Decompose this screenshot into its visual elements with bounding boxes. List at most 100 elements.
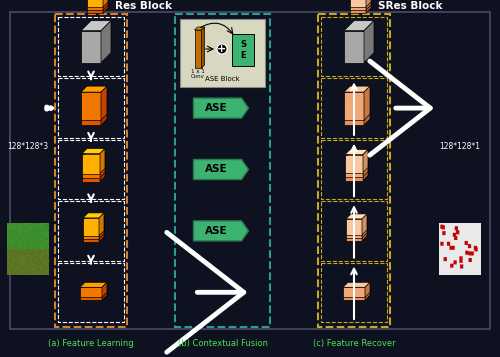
- Polygon shape: [99, 219, 104, 242]
- Polygon shape: [82, 154, 100, 174]
- Text: 1 x 1
Conv: 1 x 1 Conv: [191, 69, 205, 79]
- FancyBboxPatch shape: [232, 34, 254, 66]
- Polygon shape: [101, 21, 111, 63]
- Polygon shape: [83, 219, 104, 224]
- Polygon shape: [346, 219, 362, 235]
- Polygon shape: [87, 3, 103, 13]
- Polygon shape: [81, 21, 111, 31]
- Text: S
E: S E: [240, 40, 246, 60]
- Polygon shape: [82, 149, 105, 154]
- Polygon shape: [365, 282, 370, 297]
- Polygon shape: [343, 282, 370, 287]
- Polygon shape: [344, 91, 370, 97]
- Polygon shape: [80, 287, 102, 297]
- Polygon shape: [80, 282, 107, 287]
- Text: 128*128*1: 128*128*1: [440, 142, 480, 151]
- Text: ASE Block: ASE Block: [205, 76, 240, 82]
- Polygon shape: [99, 216, 104, 239]
- Text: ASE: ASE: [205, 226, 228, 236]
- Polygon shape: [100, 152, 105, 177]
- Polygon shape: [346, 217, 367, 222]
- Polygon shape: [83, 218, 99, 236]
- Polygon shape: [80, 290, 102, 300]
- Polygon shape: [363, 150, 368, 172]
- Polygon shape: [82, 157, 100, 177]
- Polygon shape: [194, 160, 248, 180]
- Polygon shape: [346, 214, 367, 219]
- Polygon shape: [344, 86, 370, 92]
- Polygon shape: [81, 92, 101, 120]
- Polygon shape: [362, 217, 367, 238]
- Polygon shape: [350, 0, 366, 7]
- Polygon shape: [344, 21, 374, 31]
- Polygon shape: [100, 149, 105, 174]
- Polygon shape: [202, 27, 204, 68]
- Polygon shape: [366, 0, 371, 7]
- Polygon shape: [194, 98, 248, 118]
- Polygon shape: [103, 0, 108, 13]
- Polygon shape: [345, 157, 368, 162]
- Polygon shape: [350, 3, 366, 13]
- Polygon shape: [346, 225, 362, 241]
- Polygon shape: [83, 221, 99, 239]
- Polygon shape: [81, 97, 101, 125]
- Polygon shape: [81, 91, 107, 97]
- Polygon shape: [346, 220, 367, 225]
- Polygon shape: [362, 220, 367, 241]
- Text: ASE: ASE: [205, 165, 228, 175]
- Polygon shape: [362, 214, 367, 235]
- Polygon shape: [82, 156, 105, 161]
- Polygon shape: [82, 152, 105, 157]
- Polygon shape: [365, 285, 370, 300]
- Polygon shape: [363, 154, 368, 176]
- Polygon shape: [345, 150, 368, 155]
- Polygon shape: [194, 221, 248, 241]
- Polygon shape: [350, 0, 366, 10]
- Polygon shape: [101, 86, 107, 120]
- Polygon shape: [344, 31, 364, 63]
- Polygon shape: [194, 30, 202, 68]
- Polygon shape: [366, 0, 371, 10]
- Polygon shape: [83, 224, 99, 242]
- Circle shape: [217, 44, 227, 54]
- Polygon shape: [81, 86, 107, 92]
- Polygon shape: [102, 285, 107, 300]
- Text: (a) Feature Learning: (a) Feature Learning: [48, 339, 134, 348]
- Text: 128*128*3: 128*128*3: [8, 142, 48, 151]
- Polygon shape: [366, 0, 371, 13]
- Text: (b) Contextual Fusion: (b) Contextual Fusion: [178, 339, 268, 348]
- Polygon shape: [364, 21, 374, 63]
- Polygon shape: [103, 0, 108, 7]
- Text: Res Block: Res Block: [115, 1, 172, 11]
- Text: +: +: [218, 44, 226, 54]
- Polygon shape: [81, 31, 101, 63]
- Polygon shape: [364, 86, 370, 120]
- Text: (c) Feature Recover: (c) Feature Recover: [312, 339, 396, 348]
- Polygon shape: [344, 97, 364, 125]
- FancyBboxPatch shape: [180, 19, 265, 87]
- Polygon shape: [345, 155, 363, 172]
- Polygon shape: [80, 285, 107, 290]
- Polygon shape: [364, 91, 370, 125]
- Polygon shape: [345, 154, 368, 159]
- Polygon shape: [343, 290, 365, 300]
- Text: SRes Block: SRes Block: [378, 1, 442, 11]
- Polygon shape: [346, 222, 362, 238]
- Polygon shape: [101, 91, 107, 125]
- Polygon shape: [87, 0, 103, 10]
- Polygon shape: [102, 282, 107, 297]
- Text: ASE: ASE: [205, 103, 228, 113]
- Polygon shape: [343, 287, 365, 297]
- Polygon shape: [345, 162, 363, 181]
- Polygon shape: [363, 157, 368, 181]
- Polygon shape: [87, 0, 108, 3]
- Polygon shape: [83, 213, 104, 218]
- Polygon shape: [194, 27, 204, 30]
- Polygon shape: [344, 92, 364, 120]
- Polygon shape: [82, 161, 100, 181]
- Polygon shape: [87, 0, 103, 7]
- Polygon shape: [100, 156, 105, 181]
- Polygon shape: [103, 0, 108, 10]
- Polygon shape: [350, 0, 371, 3]
- Polygon shape: [345, 159, 363, 176]
